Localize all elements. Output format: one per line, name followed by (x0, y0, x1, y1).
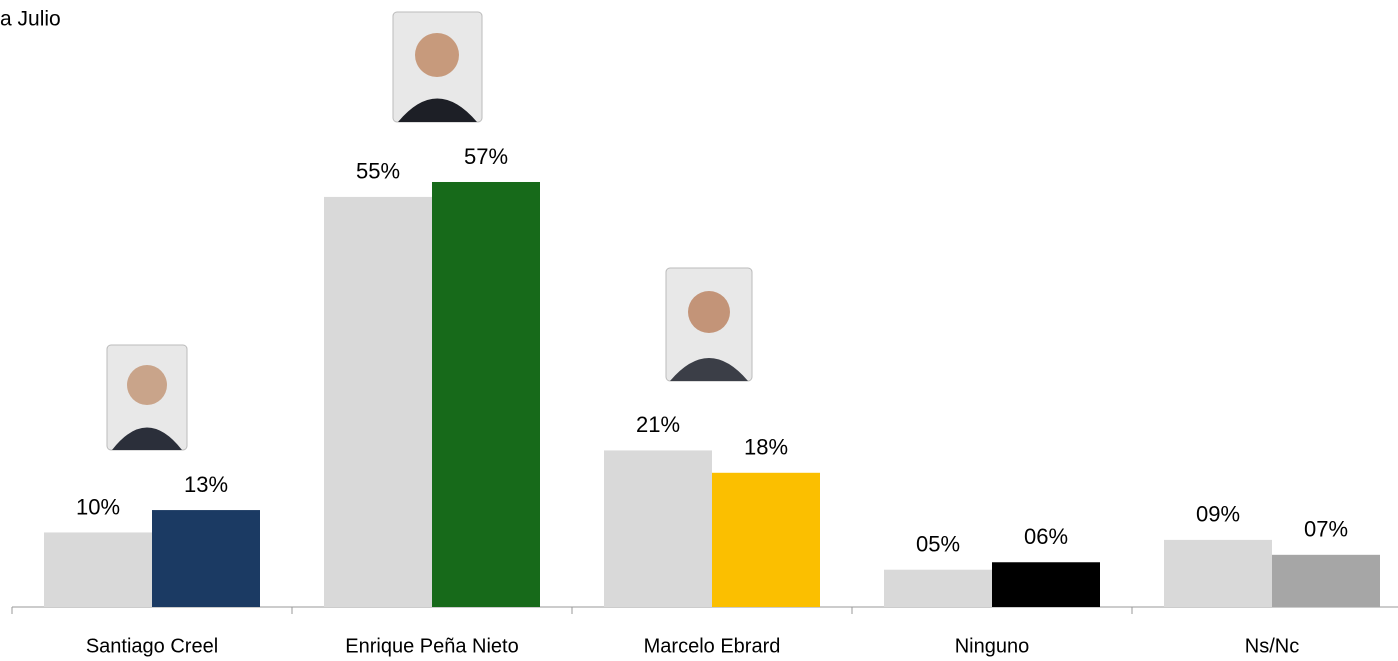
value-label: 55% (356, 159, 400, 184)
value-label: 06% (1024, 524, 1068, 549)
photo-creel (107, 345, 187, 450)
bar (1272, 555, 1380, 607)
value-label: 57% (464, 144, 508, 169)
bar (884, 570, 992, 607)
photo-ebrard (666, 268, 752, 381)
value-label: 10% (76, 494, 120, 519)
bar (992, 562, 1100, 607)
bar (324, 197, 432, 607)
x-tick-label: Enrique Peña Nieto (345, 635, 518, 657)
x-tick-label: Ns/Nc (1245, 635, 1299, 657)
value-label: 13% (184, 472, 228, 497)
bar (1164, 540, 1272, 607)
bar (44, 532, 152, 607)
value-label: 09% (1196, 502, 1240, 527)
x-tick-label: Santiago Creel (86, 635, 218, 657)
photo-pena-nieto (393, 12, 482, 122)
value-label: 07% (1304, 517, 1348, 542)
bar (432, 182, 540, 607)
value-label: 05% (916, 532, 960, 557)
bar (604, 450, 712, 607)
value-label: 18% (744, 435, 788, 460)
chart: a Julio Santiago Creel 10% 13% Enrique Peña… (0, 0, 1398, 661)
value-label: 21% (636, 412, 680, 437)
x-tick-label: Marcelo Ebrard (644, 635, 781, 657)
chart-title: a Julio (0, 8, 61, 31)
bar (152, 510, 260, 607)
bar (712, 473, 820, 607)
x-tick-label: Ninguno (955, 635, 1030, 657)
